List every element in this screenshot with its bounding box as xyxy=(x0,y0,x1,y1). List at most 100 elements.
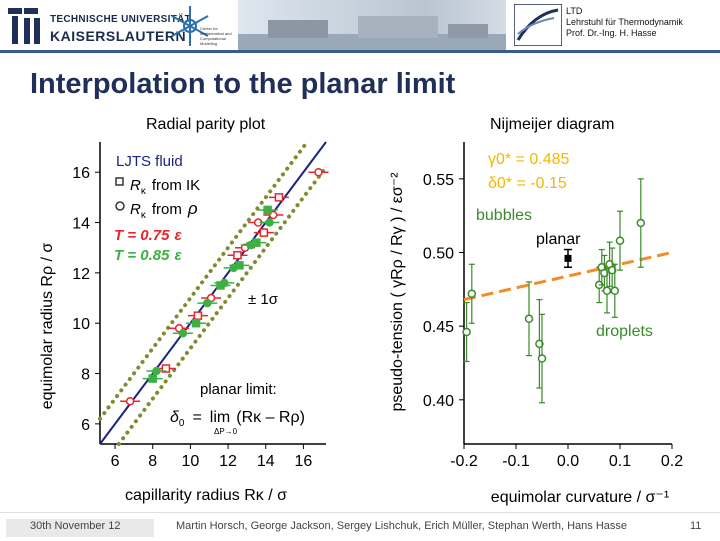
lower-bound-line xyxy=(116,165,328,446)
parity-point xyxy=(235,261,244,270)
nijmeijer-point xyxy=(535,339,544,349)
nijmeijer-point xyxy=(602,286,612,296)
nijmeijer-point xyxy=(462,327,471,337)
gamma0-annotation: γ0* = 0.485 xyxy=(488,151,570,168)
parity-point xyxy=(265,218,274,227)
ltd-logo-icon xyxy=(514,4,562,46)
nijmeijer-diagram: -0.2 -0.1 0.0 0.1 0.2 0.40 0.45 0.50 0.55 γ0* = … xyxy=(389,142,683,506)
right-x-tick-label: -0.2 xyxy=(450,453,478,470)
left-x-tick-label: 10 xyxy=(182,453,200,470)
left-y-tick-label: 12 xyxy=(72,266,90,283)
nijmeijer-point xyxy=(636,218,646,228)
tuk-emblem-icon xyxy=(8,8,40,44)
parity-point xyxy=(263,205,272,215)
parity-point xyxy=(203,298,212,308)
parity-point xyxy=(191,318,201,328)
nijmeijer-point xyxy=(600,268,609,278)
right-y-tick-label: 0.40 xyxy=(423,393,454,410)
lim-under: ΔP→0 xyxy=(214,427,238,436)
left-y-tick-label: 8 xyxy=(81,367,90,384)
left-y-tick-label: 6 xyxy=(81,417,90,434)
lim-symbol: lim xyxy=(210,409,230,426)
page-number: 11 xyxy=(690,520,702,532)
lim-body: (Rκ – Rρ) xyxy=(236,409,305,426)
droplets-label: droplets xyxy=(596,323,653,340)
parity-point xyxy=(259,228,269,237)
header: TECHNISCHE UNIVERSITÄT KAISERSLAUTERN Ce… xyxy=(0,0,720,53)
university-name-line1: TECHNISCHE UNIVERSITÄT xyxy=(50,14,192,25)
legend-rho-symbol: R xyxy=(130,201,141,218)
planar-label: planar xyxy=(536,231,581,248)
nijmeijer-point xyxy=(610,286,620,296)
legend-ik-text: from IK xyxy=(152,177,200,194)
left-x-tick-label: 16 xyxy=(295,453,313,470)
nijmeijer-point xyxy=(607,265,617,275)
chair-abbrev: LTD xyxy=(566,6,583,16)
legend-marker-square xyxy=(115,177,124,186)
parity-point xyxy=(178,329,188,338)
nijmeijer-point xyxy=(524,314,534,324)
right-x-axis-label: equimolar curvature / σ⁻¹ xyxy=(491,489,669,506)
parity-point xyxy=(152,366,161,376)
planar-point xyxy=(564,254,572,262)
left-x-axis-label: capillarity radius Rκ / σ xyxy=(125,487,287,504)
campus-photo xyxy=(238,16,506,50)
footer: 30th November 12 Martin Horsch, George J… xyxy=(0,512,720,541)
chair-info: LTD Lehrstuhl für Thermodynamik Prof. Dr… xyxy=(566,6,683,39)
legend-t075-eps: ε xyxy=(174,227,182,244)
parity-point xyxy=(216,281,225,290)
bounds-label: ± 1σ xyxy=(248,291,279,308)
header-photo xyxy=(238,0,506,50)
legend-t085-eps: ε xyxy=(174,247,182,264)
svg-text:T = 0.85ε: T = 0.85 ε xyxy=(114,247,182,264)
parity-point xyxy=(148,374,157,383)
parity-point xyxy=(252,238,261,247)
nijmeijer-point xyxy=(615,236,625,245)
left-y-tick-label: 14 xyxy=(72,216,90,233)
university-logo: TECHNISCHE UNIVERSITÄT KAISERSLAUTERN xyxy=(6,4,191,48)
left-y-axis-label: equimolar radius Rρ / σ xyxy=(39,243,56,410)
legend-rho-greek: ρ xyxy=(187,199,198,218)
planar-limit-label: planar limit: xyxy=(200,381,277,398)
parity-point xyxy=(161,364,171,373)
chair-name: Lehrstuhl für Thermodynamik xyxy=(566,17,683,27)
delta0-sub: 0 xyxy=(179,418,185,429)
institute-text: Center for Mathematical and Computationa… xyxy=(200,26,232,46)
right-y-tick-label: 0.55 xyxy=(423,172,454,189)
delta0-symbol: δ xyxy=(170,409,180,426)
parity-point xyxy=(125,396,135,406)
slide-title: Interpolation to the planar limit xyxy=(30,68,456,100)
legend-title: LJTS fluid xyxy=(116,153,183,170)
left-x-tick-label: 14 xyxy=(257,453,275,470)
parity-line xyxy=(99,141,327,445)
legend-rho-sub: κ xyxy=(141,210,147,221)
left-y-tick-label: 10 xyxy=(72,316,90,333)
upper-bound-line xyxy=(98,140,310,421)
parity-point xyxy=(193,311,203,320)
header-divider xyxy=(0,50,720,53)
legend-rho-text: from xyxy=(152,201,182,218)
left-x-tick-label: 12 xyxy=(219,453,237,470)
left-y-tick-label: 16 xyxy=(72,165,90,182)
nijmeijer-point xyxy=(537,354,547,363)
left-chart-subtitle: Radial parity plot xyxy=(146,116,266,133)
nijmeijer-point xyxy=(467,289,477,298)
legend-t085-label: T = 0.85 xyxy=(114,247,170,264)
eq-sign: = xyxy=(192,409,201,426)
left-x-tick-label: 8 xyxy=(148,453,157,470)
right-x-tick-label: 0.0 xyxy=(557,453,579,470)
legend-marker-circle xyxy=(115,201,125,211)
radial-parity-plot: 6 8 10 12 14 16 6 8 10 12 14 16 LJTS fluid Rκ from I… xyxy=(39,140,329,504)
parity-point xyxy=(314,167,323,177)
footer-date: 30th November 12 xyxy=(30,520,121,532)
legend-t075-label: T = 0.75 xyxy=(114,227,170,244)
footer-authors: Martin Horsch, George Jackson, Sergey Li… xyxy=(176,520,627,532)
right-chart-subtitle: Nijmeijer diagram xyxy=(490,116,615,133)
delta0-annotation: δ0* = -0.15 xyxy=(488,175,567,192)
footer-date-box xyxy=(6,519,154,537)
institute-logo: Center for Mathematical and Computationa… xyxy=(166,2,236,50)
right-x-tick-label: 0.1 xyxy=(609,453,631,470)
snowflake-icon xyxy=(171,6,209,46)
